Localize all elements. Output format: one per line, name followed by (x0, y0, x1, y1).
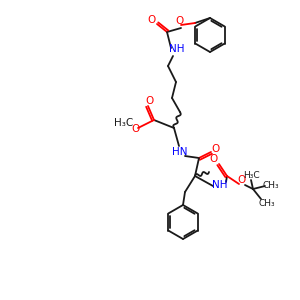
Text: O: O (212, 144, 220, 154)
Text: HN: HN (172, 147, 188, 157)
Text: NH: NH (212, 180, 228, 190)
Text: O: O (176, 16, 184, 26)
Text: O: O (132, 124, 140, 134)
Text: O: O (238, 175, 246, 185)
Text: O: O (148, 15, 156, 25)
Text: O: O (210, 154, 218, 164)
Text: NH: NH (169, 44, 185, 54)
Text: O: O (145, 96, 153, 106)
Text: H₃C: H₃C (243, 172, 259, 181)
Text: CH₃: CH₃ (263, 181, 279, 190)
Text: H₃C: H₃C (114, 118, 134, 128)
Text: CH₃: CH₃ (259, 199, 275, 208)
